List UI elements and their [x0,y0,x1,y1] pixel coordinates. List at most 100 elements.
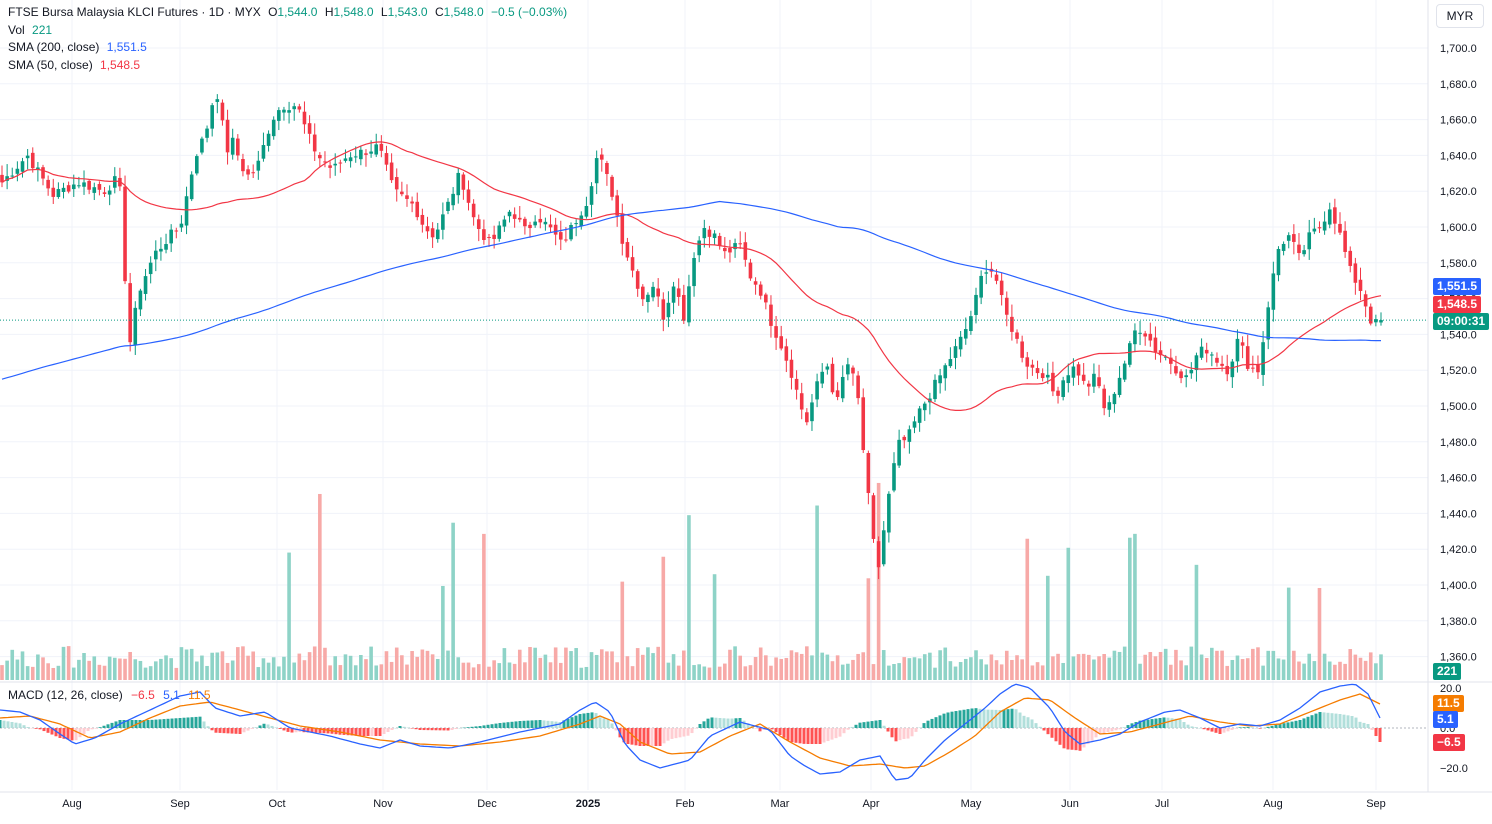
macd-histogram-bar [1118,728,1122,730]
candle-body [1379,320,1383,323]
volume-bar [61,646,66,680]
candle-body [630,257,635,271]
volume-bar [1363,660,1368,680]
macd-histogram-bar [962,709,966,728]
macd-histogram-bar [90,728,94,730]
volume-bar [36,654,40,680]
candle-body [492,234,496,239]
volume-bar [338,665,343,680]
candle-body [348,157,353,162]
macd-histogram-bar [1066,728,1070,750]
currency-button[interactable]: MYR [1436,4,1484,28]
candle-body [840,376,845,399]
macd-histogram-bar [886,728,890,732]
candle-body [1179,371,1183,379]
candle-body [646,294,650,303]
volume-bar [533,647,537,680]
symbol-title[interactable]: FTSE Bursa Malaysia KLCI Futures · 1D · … [8,5,261,19]
volume-bar [1251,648,1255,680]
macd-histogram-bar [98,727,102,728]
macd-hist-value: −6.5 [131,688,155,702]
sma200-legend-row[interactable]: SMA (200, close) 1,551.5 [8,39,567,57]
price-tick-label: 1,540.0 [1440,329,1477,341]
macd-histogram-bar [590,712,594,728]
candle-body [1163,356,1168,358]
candle-body [702,227,707,239]
macd-histogram-bar [954,711,958,728]
candle-body [107,190,112,195]
macd-histogram-bar [386,728,390,732]
volume-bar [1338,661,1342,680]
macd-tick-label: 20.0 [1440,683,1461,695]
candle-body [661,299,666,320]
volume-bar [625,656,630,680]
volume-bar [892,664,896,680]
volume-bar [82,653,86,680]
candle-body [502,219,507,227]
volume-bar [702,666,707,680]
macd-histogram-bar [834,728,838,739]
macd-histogram-bar [1246,727,1250,728]
candle-body [435,229,440,240]
volume-bar [938,650,942,680]
macd-histogram-bar [938,715,942,728]
macd-histogram-bar [486,724,490,728]
volume-bar [410,651,414,680]
candle-body [1051,372,1055,392]
sma50-legend-row[interactable]: SMA (50, close) 1,548.5 [8,57,567,75]
macd-histogram-bar [482,725,486,728]
volume-bar [789,650,794,680]
macd-legend[interactable]: MACD (12, 26, close) −6.5 5.1 11.5 [8,688,211,702]
candle-body [897,439,901,466]
open-label: O [268,5,278,19]
candle-body [651,286,655,298]
macd-histogram-bar [1026,717,1030,728]
macd-histogram-bar [842,728,846,734]
volume-bar [277,666,281,680]
candle-body [174,230,179,232]
volume-bar [579,667,584,680]
candle-body [974,294,978,315]
volume-bar [87,660,91,680]
macd-histogram-bar [22,725,26,728]
macd-histogram-bar [1138,720,1142,728]
volume-bar [928,652,932,680]
candle-body [1343,230,1347,252]
candle-body [871,495,876,539]
macd-histogram-bar [450,728,454,730]
volume-bar [640,654,645,680]
macd-histogram-bar [658,728,662,746]
candle-body [1081,374,1086,381]
macd-signal-badge: 11.5 [1433,695,1464,712]
candle-body [999,280,1004,296]
macd-histogram-bar [110,722,114,728]
volume-bar [1184,665,1188,680]
candle-body [902,436,907,441]
macd-histogram-bar [342,728,346,735]
candle-body [528,224,532,229]
macd-histogram-bar [818,728,822,744]
macd-histogram-bar [550,721,554,728]
volume-legend-row[interactable]: Vol 221 [8,22,567,40]
macd-histogram-bar [666,728,670,741]
macd-histogram-bar [150,719,154,728]
candle-body [866,453,871,494]
macd-histogram-bar [198,716,202,728]
macd-histogram-bar [394,728,398,729]
candle-body [497,225,502,239]
volume-badge: 221 [1433,663,1462,680]
volume-bar [159,658,163,680]
candle-body [1107,402,1112,410]
volume-bar [1061,662,1065,680]
candle-body [794,378,799,390]
candle-body [20,161,25,172]
volume-bar [97,664,102,680]
macd-histogram-bar [1234,728,1238,729]
macd-histogram-bar [1278,724,1282,728]
macd-histogram-bar [1334,713,1338,728]
candle-body [625,242,630,258]
macd-histogram-bar [798,728,802,744]
macd-histogram-bar [718,718,722,728]
macd-histogram-bar [6,721,10,728]
